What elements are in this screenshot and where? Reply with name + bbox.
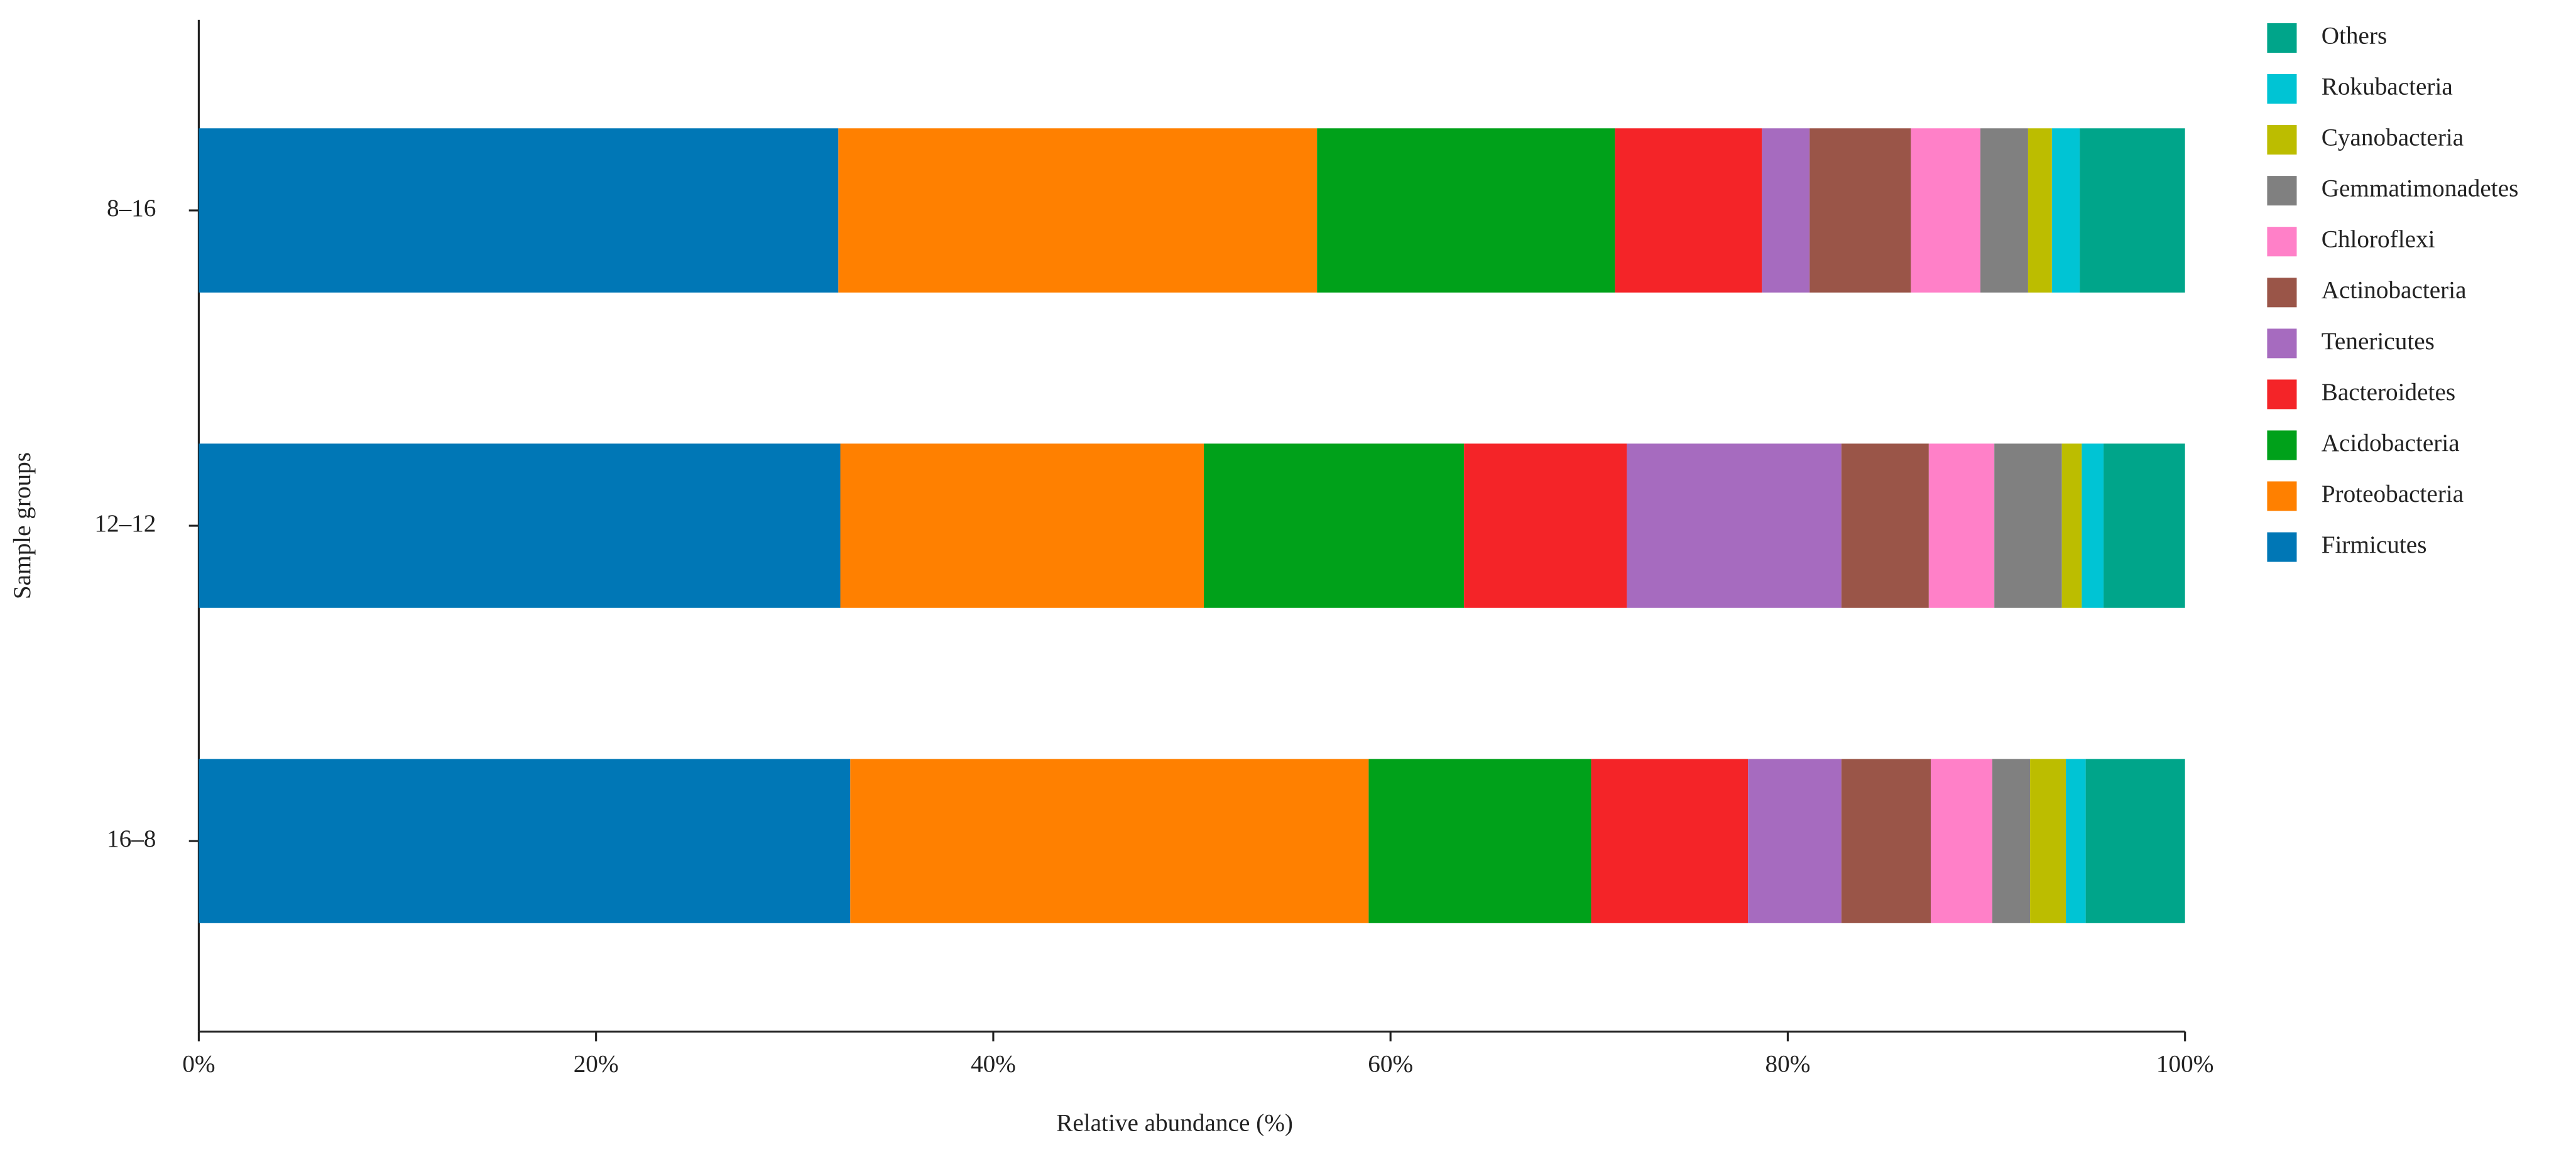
bar-segment	[2080, 128, 2185, 293]
legend-swatch	[2267, 23, 2297, 53]
legend-swatch	[2267, 278, 2297, 308]
legend-swatch	[2267, 227, 2297, 257]
bar-segment	[1841, 759, 1931, 923]
legend-label: Acidobacteria	[2322, 430, 2460, 457]
x-tick-label: 40%	[971, 1050, 1016, 1077]
bar-segment	[850, 759, 1369, 923]
legend-swatch	[2267, 481, 2297, 511]
bar-segment	[1464, 443, 1627, 608]
legend-swatch	[2267, 73, 2297, 104]
bar-segment	[2061, 443, 2082, 608]
bar-segment	[838, 128, 1318, 293]
bar-segment	[1627, 443, 1842, 608]
y-tick-label: 12–12	[94, 510, 156, 537]
bar-segment	[1994, 443, 2062, 608]
legend-label: Tenericutes	[2322, 328, 2435, 355]
bar-segment	[2104, 443, 2185, 608]
bar-segment	[199, 443, 841, 608]
bar-segment	[2082, 443, 2104, 608]
bar-segment	[1992, 759, 2031, 923]
x-tick-label: 0%	[182, 1050, 215, 1077]
bar-segment	[199, 128, 839, 293]
legend-label: Bacteroidetes	[2322, 379, 2455, 406]
bar-segment	[2085, 759, 2185, 923]
y-tick-label: 8–16	[107, 195, 156, 222]
bar-segment	[1809, 128, 1911, 293]
legend-label: Proteobacteria	[2322, 480, 2464, 507]
legend-swatch	[2267, 532, 2297, 562]
bar-segment	[2051, 128, 2080, 293]
legend-swatch	[2267, 430, 2297, 460]
bar-segment	[1204, 443, 1465, 608]
legend-label: Firmicutes	[2322, 531, 2427, 558]
legend-label: Others	[2322, 22, 2388, 49]
bar-segment	[2066, 759, 2086, 923]
x-tick-label: 100%	[2156, 1050, 2214, 1077]
bar-segment	[1980, 128, 2028, 293]
bar-segment	[1368, 759, 1591, 923]
bar-segment	[1928, 443, 1995, 608]
legend-label: Actinobacteria	[2322, 277, 2467, 304]
bar-segment	[2028, 128, 2052, 293]
y-axis-label: Sample groups	[9, 452, 36, 599]
legend-swatch	[2267, 379, 2297, 410]
bar-segment	[199, 759, 851, 923]
bar-segment	[1931, 759, 1993, 923]
bar-segment	[1591, 759, 1749, 923]
x-tick-label: 60%	[1368, 1050, 1413, 1077]
y-tick-label: 16–8	[107, 825, 156, 852]
bar-segment	[1615, 128, 1762, 293]
legend-label: Cyanobacteria	[2322, 124, 2464, 151]
bar-segment	[840, 443, 1204, 608]
bar-segment	[1841, 443, 1929, 608]
x-tick-label: 80%	[1765, 1050, 1810, 1077]
legend-swatch	[2267, 328, 2297, 359]
x-axis-label: Relative abundance (%)	[1056, 1109, 1293, 1136]
legend-swatch	[2267, 176, 2297, 206]
bar-segment	[1911, 128, 1981, 293]
bar-segment	[1762, 128, 1810, 293]
x-tick-label: 20%	[574, 1050, 619, 1077]
legend-label: Chloroflexi	[2322, 226, 2435, 253]
legend-label: Gemmatimonadetes	[2322, 175, 2519, 202]
bar-segment	[2030, 759, 2066, 923]
legend-swatch	[2267, 125, 2297, 155]
legend-label: Rokubacteria	[2322, 73, 2453, 100]
bar-segment	[1748, 759, 1842, 923]
bar-segment	[1317, 128, 1615, 293]
